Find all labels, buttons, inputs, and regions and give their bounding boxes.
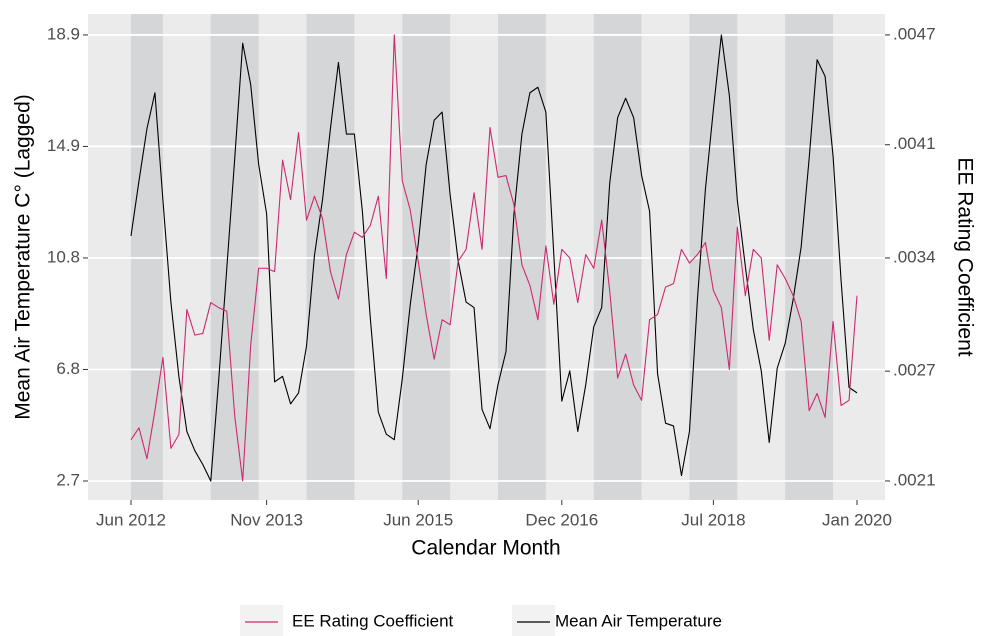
y-tick-label: 18.9 (47, 24, 80, 43)
series-line (130, 34, 858, 482)
y-tick-label: 2.7 (56, 470, 80, 489)
legend-label: Mean Air Temperature (555, 611, 722, 630)
shaded-period (402, 14, 451, 500)
y2-axis-title: EE Rating Coefficient (953, 157, 976, 356)
legend-key (512, 605, 555, 636)
y-tick-label: 14.9 (47, 136, 80, 155)
legend-label: EE Rating Coefficient (292, 611, 454, 630)
series-line (130, 34, 858, 482)
shaded-period (593, 14, 642, 500)
y-tick-label: 10.8 (47, 247, 80, 266)
plot-panel (88, 14, 885, 500)
shaded-period (306, 14, 355, 500)
y-tick-label: 6.8 (56, 359, 80, 378)
x-axis-title: Calendar Month (411, 537, 560, 560)
x-tick-label: Jan 2020 (822, 510, 892, 529)
x-tick-label: Dec 2016 (525, 510, 598, 529)
y-axis-title: Mean Air Temperature C° (Lagged) (12, 94, 35, 420)
shaded-period (497, 14, 546, 500)
shaded-period (689, 14, 738, 500)
legend-key (240, 605, 283, 636)
shaded-period (131, 14, 163, 500)
shaded-period (785, 14, 834, 500)
shaded-period (210, 14, 259, 500)
y2-tick-label: .0021 (893, 470, 936, 489)
x-tick-label: Jun 2015 (383, 510, 453, 529)
y2-tick-label: .0047 (893, 24, 936, 43)
x-tick-label: Jun 2012 (96, 510, 166, 529)
x-tick-label: Jul 2018 (681, 510, 745, 529)
y2-tick-label: .0027 (893, 361, 936, 380)
y2-tick-label: .0034 (893, 247, 936, 266)
x-tick-label: Nov 2013 (230, 510, 303, 529)
y2-tick-label: .0041 (893, 134, 936, 153)
